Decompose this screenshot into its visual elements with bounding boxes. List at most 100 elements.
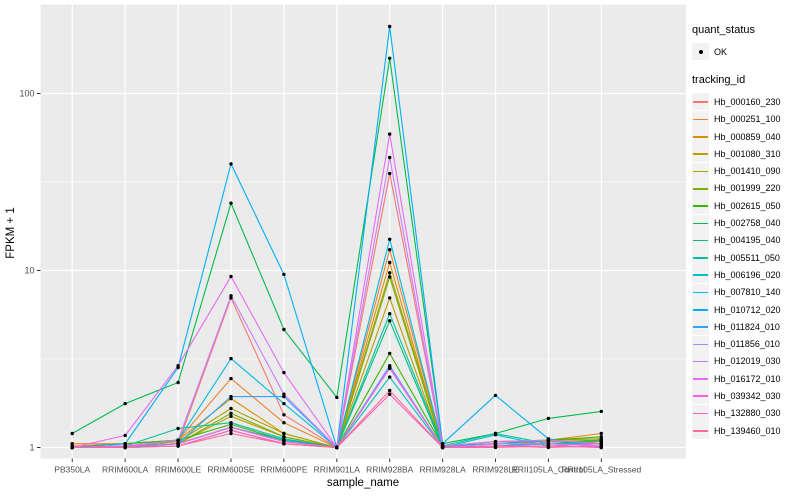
legend-title-tracking-id: tracking_id [692, 74, 746, 87]
data-point [546, 438, 551, 442]
data-point [229, 376, 233, 381]
x-tick-label: RRIM901LA [314, 465, 361, 475]
legend-item-label: Hb_132880_030 [714, 408, 781, 419]
data-point [546, 445, 551, 450]
x-tick-label: RRIM600PE [260, 465, 308, 475]
data-point [388, 56, 392, 60]
x-tick-label: RRIM600LA [102, 465, 149, 475]
data-point [282, 327, 286, 332]
data-point [546, 416, 551, 421]
legend-item-Hb_139460_010: Hb_139460_010 [692, 422, 798, 440]
y-tick-label: 100 [19, 89, 34, 99]
x-axis-title: sample_name [326, 477, 400, 489]
data-point [493, 393, 498, 398]
legend-item-label: Hb_001080_310 [714, 148, 781, 159]
data-point [70, 445, 74, 450]
legend-item-Hb_006196_020: Hb_006196_020 [692, 266, 798, 284]
data-point [282, 272, 286, 277]
data-point [493, 444, 498, 448]
legend-line-swatch [692, 231, 709, 249]
legend-panel: quant_status OK tracking_id Hb_000160_23… [692, 24, 798, 453]
legend-item-Hb_132880_030: Hb_132880_030 [692, 404, 798, 422]
legend-line-swatch [692, 197, 709, 215]
data-point [282, 421, 286, 425]
data-point [388, 248, 392, 252]
data-point [176, 380, 180, 385]
data-point [493, 439, 498, 444]
data-point [229, 356, 233, 361]
point-icon [692, 43, 709, 61]
legend-item-label: Hb_000251_100 [714, 114, 781, 125]
legend-item-label: OK [714, 46, 728, 57]
legend-line-swatch [692, 93, 709, 111]
legend-line-swatch [692, 128, 709, 146]
legend-item-Hb_004195_040: Hb_004195_040 [692, 231, 798, 249]
chart-canvas: 1 10 100 PB350LA RRIM600LA RRIM600LE RRIM600SE… [19, 4, 686, 475]
data-point [282, 370, 286, 375]
legend-item-Hb_001410_090: Hb_001410_090 [692, 162, 798, 180]
legend-item-label: Hb_001410_090 [714, 166, 781, 177]
legend-line-swatch [692, 352, 709, 370]
data-point [229, 421, 233, 425]
data-point [335, 395, 339, 400]
legend-item-Hb_001080_310: Hb_001080_310 [692, 145, 798, 163]
legend-title-quant-status: quant_status [692, 24, 755, 36]
data-point [229, 274, 233, 279]
legend-item-label: Hb_011824_010 [714, 321, 780, 332]
data-point [388, 260, 392, 265]
x-tick-label: RRIM928LA [419, 465, 466, 475]
legend-line-swatch [692, 266, 709, 284]
x-tick-label: RRIM928LE [472, 465, 519, 475]
data-point [388, 271, 392, 275]
data-point [229, 411, 233, 415]
data-point [388, 319, 392, 323]
data-point [388, 155, 392, 160]
data-point [229, 294, 233, 298]
legend-item-Hb_016172_010: Hb_016172_010 [692, 370, 798, 388]
legend-item-Hb_011824_010: Hb_011824_010 [692, 318, 798, 336]
x-tick-label: RRIM928BA [366, 465, 414, 475]
legend-item-Hb_005511_050: Hb_005511_050 [692, 249, 798, 267]
legend-line-swatch [692, 387, 709, 405]
data-point [599, 438, 603, 442]
legend-item-Hb_002615_050: Hb_002615_050 [692, 197, 798, 215]
data-point [388, 388, 392, 393]
data-point [493, 433, 498, 437]
legend-line-swatch [692, 110, 709, 128]
legend-item-Hb_007810_140: Hb_007810_140 [692, 283, 798, 301]
data-point [388, 312, 392, 316]
data-point [176, 444, 180, 448]
data-point [282, 431, 286, 436]
legend-line-swatch [692, 422, 709, 440]
data-point [229, 425, 233, 429]
data-point [599, 409, 603, 414]
legend-item-label: Hb_039342_030 [714, 390, 781, 401]
data-point [229, 431, 233, 436]
data-point [282, 392, 286, 396]
legend-line-swatch [692, 145, 709, 163]
data-point [282, 394, 286, 399]
legend-item-label: Hb_016172_010 [714, 373, 781, 384]
legend-item-Hb_039342_030: Hb_039342_030 [692, 387, 798, 405]
y-axis-title: FPKM + 1 [5, 207, 17, 259]
data-point [282, 442, 286, 446]
data-point [123, 433, 127, 438]
data-point [176, 438, 180, 442]
legend-item-Hb_000160_230: Hb_000160_230 [692, 93, 798, 111]
data-point [282, 413, 286, 417]
legend-item-Hb_011856_010: Hb_011856_010 [692, 335, 798, 353]
legend-line-swatch [692, 179, 709, 197]
legend-item-Hb_002758_040: Hb_002758_040 [692, 214, 798, 232]
data-point [599, 431, 603, 436]
legend-item-label: Hb_012019_030 [714, 356, 781, 367]
data-point [176, 426, 180, 431]
data-point [229, 201, 233, 205]
data-point [335, 445, 339, 450]
data-point [388, 171, 392, 176]
data-point [123, 445, 127, 450]
data-point [388, 275, 392, 279]
data-point [282, 401, 286, 406]
data-point [229, 428, 233, 432]
legend-item-label: Hb_139460_010 [714, 425, 781, 436]
